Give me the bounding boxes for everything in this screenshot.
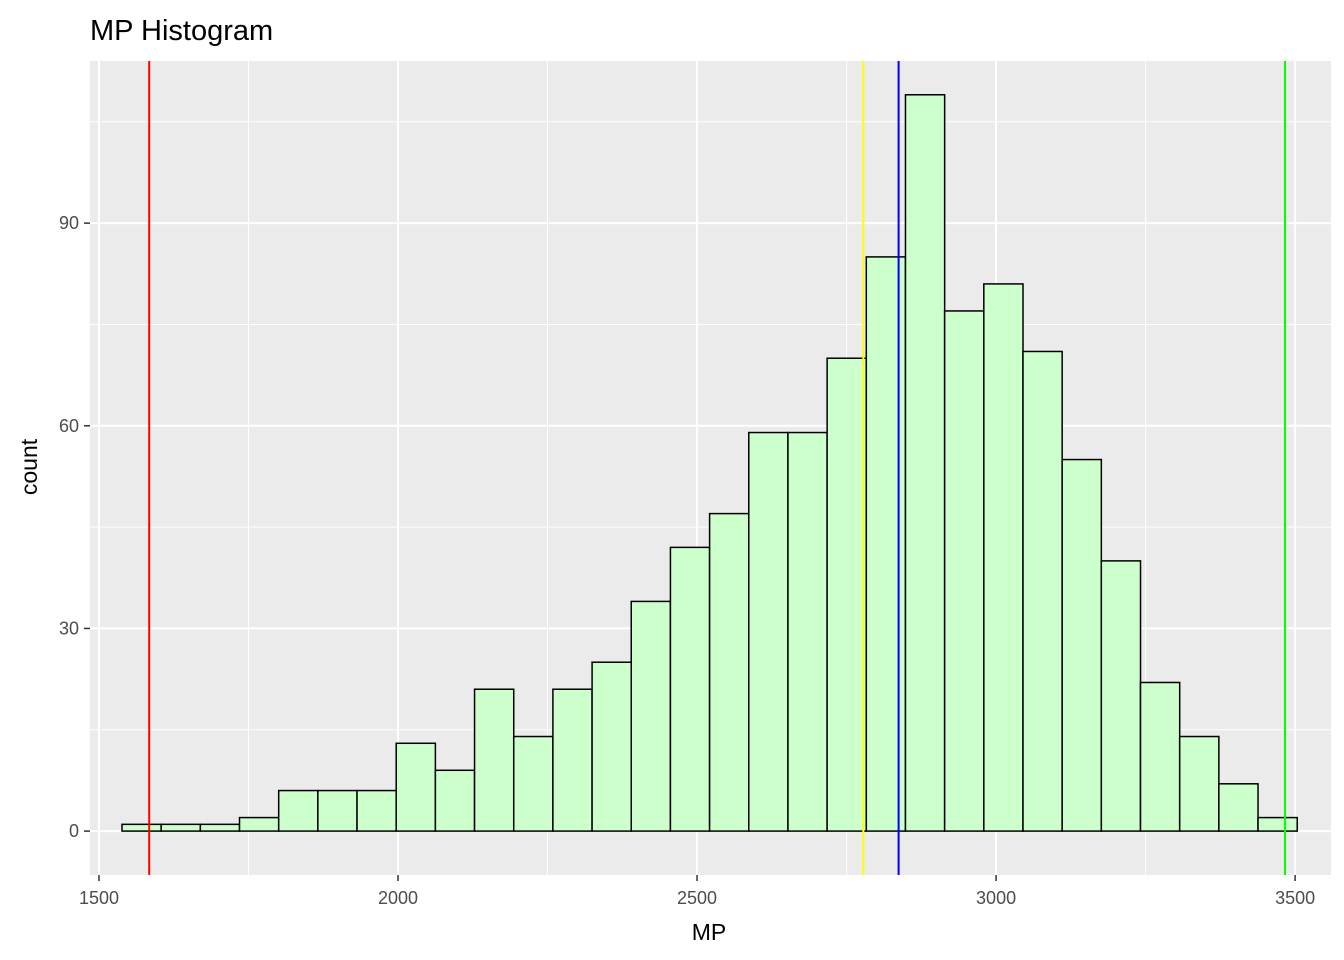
- histogram-bar: [512, 735, 554, 832]
- histogram-bar: [356, 789, 397, 832]
- histogram-bar: [943, 310, 985, 832]
- histogram-bar: [591, 661, 633, 832]
- histogram-bar: [1218, 783, 1259, 832]
- histogram-bar: [1022, 350, 1063, 832]
- histogram-bar: [434, 769, 476, 832]
- histogram-bar: [473, 688, 515, 832]
- histogram-bar: [630, 600, 672, 832]
- x-tick-label: 2500: [677, 888, 717, 908]
- y-tick-label: 30: [59, 618, 79, 638]
- histogram-bar: [395, 742, 437, 832]
- x-tick-label: 3000: [976, 888, 1016, 908]
- x-axis-ticks: 1500 2000 2500 3000 3500: [79, 875, 1315, 908]
- histogram-bar: [708, 512, 750, 832]
- histogram-bar: [904, 94, 946, 832]
- x-tick-label: 3500: [1275, 888, 1315, 908]
- histogram-bars: [121, 94, 1298, 832]
- chart-title: MP Histogram: [90, 15, 273, 47]
- histogram-bar: [1061, 458, 1103, 832]
- y-tick-label: 90: [59, 213, 79, 233]
- histogram-bar: [121, 823, 162, 832]
- histogram-bar: [277, 789, 319, 832]
- histogram-bar: [160, 823, 202, 832]
- x-tick-label: 1500: [79, 888, 119, 908]
- histogram-bar: [669, 546, 711, 832]
- x-tick-label: 2000: [378, 888, 418, 908]
- x-axis-title: MP: [692, 919, 727, 945]
- histogram-bar: [552, 688, 593, 832]
- histogram-bar: [787, 431, 828, 832]
- histogram-bar: [1178, 735, 1220, 832]
- reference-lines: [148, 61, 1286, 875]
- histogram-bar: [826, 357, 868, 832]
- histogram-bar: [238, 816, 280, 832]
- y-axis-ticks: 0 30 60 90: [59, 213, 90, 841]
- histogram-bar: [1257, 816, 1298, 832]
- y-axis-title: count: [16, 438, 42, 495]
- histogram-bar: [317, 789, 358, 832]
- histogram-bar: [199, 823, 241, 832]
- y-tick-label: 0: [69, 821, 79, 841]
- histogram-bar: [983, 283, 1024, 832]
- histogram-bar: [1139, 681, 1181, 832]
- histogram-bar: [748, 431, 789, 832]
- histogram-bar: [1100, 560, 1142, 832]
- histogram-bar: [865, 256, 907, 832]
- y-tick-label: 60: [59, 416, 79, 436]
